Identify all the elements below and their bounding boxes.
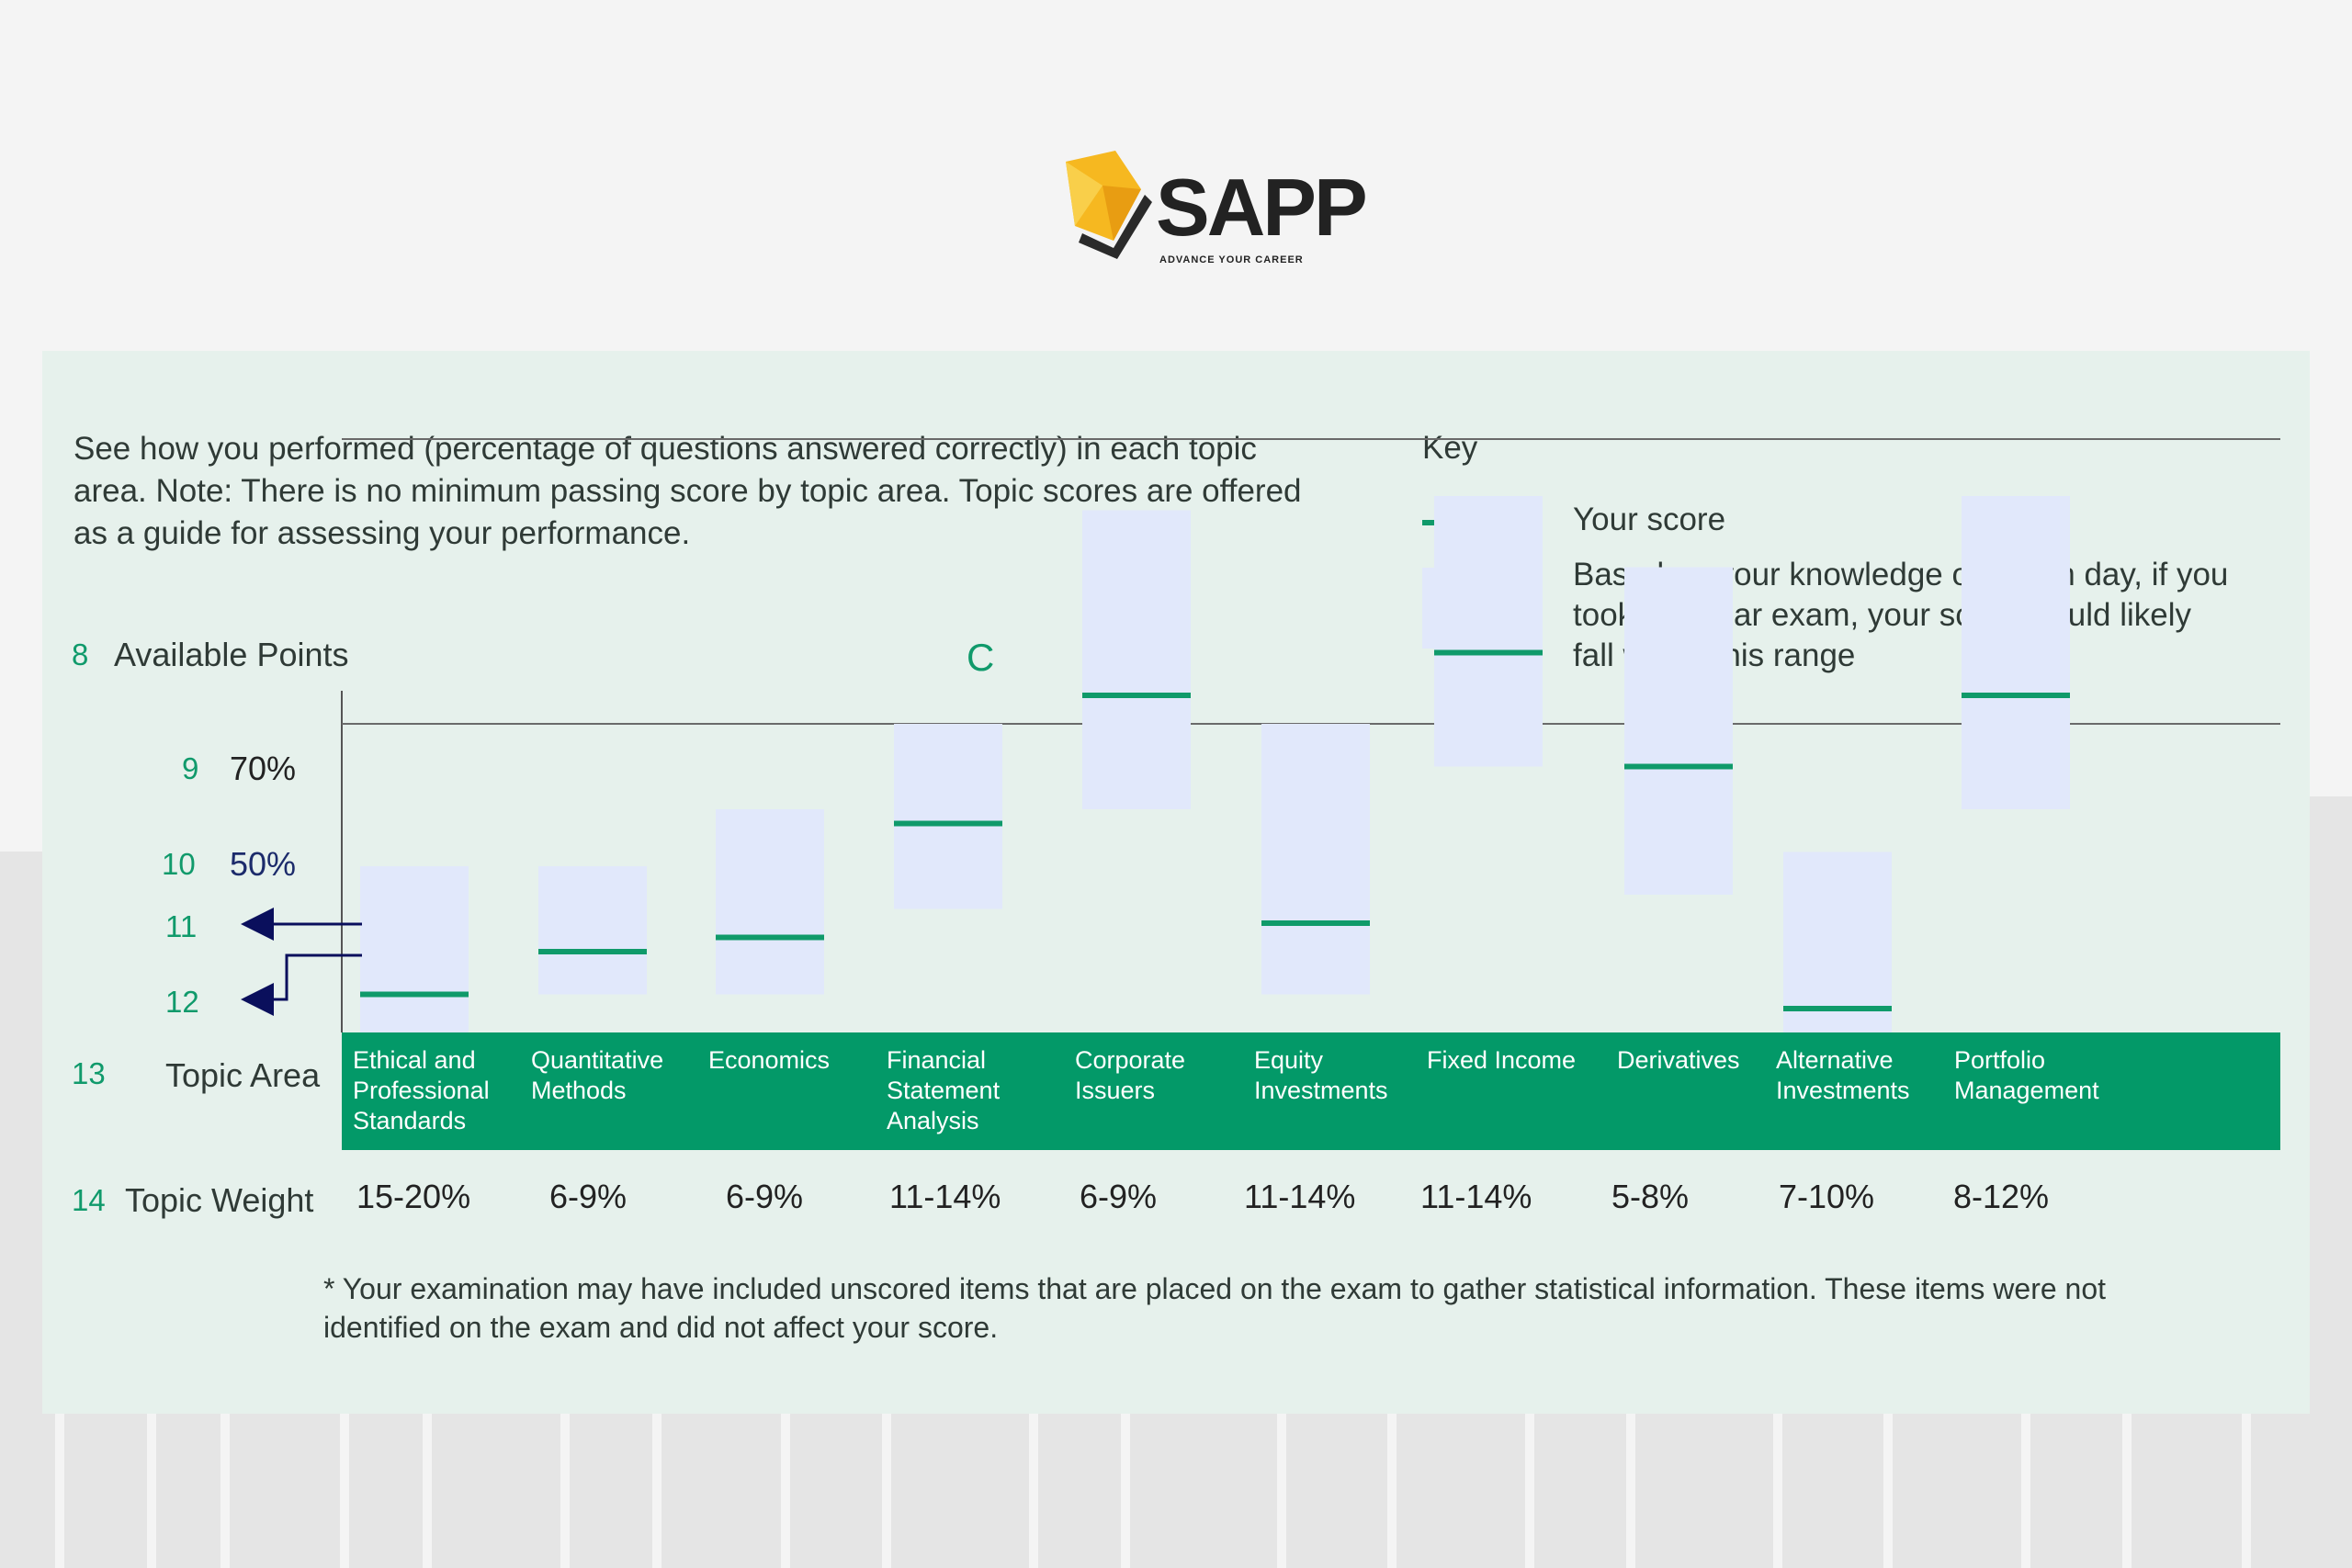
topic-weight-5: 6-9% [1080,1178,1158,1215]
range-box-2 [538,866,647,995]
annotation-9: 9 [182,751,199,785]
key-title: Key [1422,430,1478,466]
available-points-label: Available Points [114,636,349,673]
category-label-8: Derivatives [1617,1046,1740,1074]
topic-weight-2: 6-9% [549,1178,628,1215]
annotation-12: 12 [165,985,199,1019]
annotation-10: 10 [162,847,196,881]
tick-label-50: 50% [230,845,297,883]
range-box-8 [1624,567,1733,895]
topic-weight-10: 8-12% [1953,1178,2050,1215]
intro-text: See how you performed (percentage of que… [74,431,1302,551]
arrow-to-12 [241,953,362,1016]
sapp-logo [1066,151,1152,259]
topic-area-band [342,1032,2280,1150]
category-label-5: Corporate Issuers [1075,1046,1186,1104]
category-label-3: Economics [708,1046,831,1074]
annotation-14: 14 [72,1183,106,1217]
range-box-1 [360,866,469,1037]
topic-weight-3: 6-9% [726,1178,804,1215]
category-label-10: Portfolio Management [1954,1046,2099,1104]
annotation-8: 8 [72,637,89,671]
range-box-3 [716,809,824,995]
topic-weight-label: Topic Weight [125,1181,314,1219]
topic-area-label: Topic Area [165,1056,321,1094]
topic-weight-9: 7-10% [1779,1178,1875,1215]
tick-label-70: 70% [230,750,297,787]
category-label-9: Alternative Investments [1776,1046,1910,1104]
range-box-7 [1434,496,1543,767]
topic-weight-6: 11-14% [1244,1178,1356,1215]
category-label-2: Quantitative Methods [531,1046,664,1104]
range-box-10 [1962,496,2070,809]
brand-name: SAPP [1156,162,1368,253]
range-box-6 [1261,724,1370,995]
category-label-6: Equity Investments [1254,1046,1388,1104]
range-box-4 [894,724,1002,909]
annotation-13: 13 [72,1056,106,1090]
category-label-7: Fixed Income [1427,1046,1577,1074]
key-score-label: Your score [1573,502,1726,537]
category-label-1: Ethical and Professional Standards [353,1046,490,1134]
topic-weight-1: 15-20% [356,1178,471,1215]
annotation-11: 11 [165,909,198,943]
annotation-c: C [967,636,995,679]
brand-tagline: ADVANCE YOUR CAREER [1159,254,1304,265]
footnote: * Your examination may have included uns… [323,1272,2107,1344]
topic-weight-7: 11-14% [1420,1178,1532,1215]
topic-weight-8: 5-8% [1611,1178,1690,1215]
topic-weight-4: 11-14% [889,1178,1001,1215]
range-box-9 [1783,852,1892,1066]
range-box-5 [1082,510,1191,809]
category-label-4: Financial Statement Analysis [887,1046,1001,1134]
